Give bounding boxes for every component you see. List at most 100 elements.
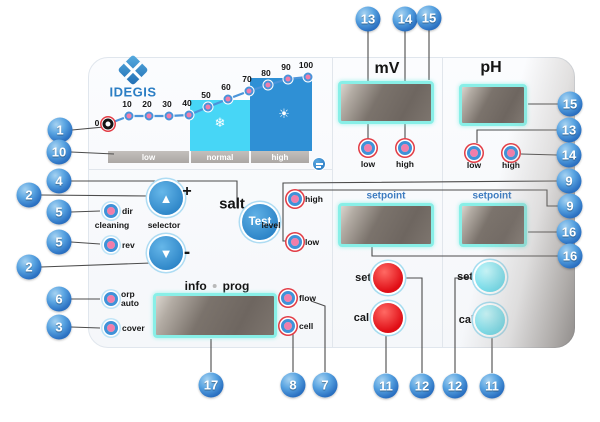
scale-tick-70: 70 bbox=[242, 74, 252, 84]
callout-1: 1 bbox=[47, 117, 73, 143]
info-display bbox=[153, 293, 277, 338]
callout-8: 8 bbox=[280, 372, 306, 398]
callout-10: 10 bbox=[46, 139, 72, 165]
scale-tick-90: 90 bbox=[281, 62, 291, 72]
arrow-up-icon: ▲ bbox=[159, 190, 173, 206]
idegis-logo-text: IDEGIS bbox=[109, 84, 157, 100]
scale-tick-10: 10 bbox=[122, 99, 132, 109]
selector-label: selector bbox=[147, 220, 181, 230]
mv-title: mV bbox=[374, 60, 400, 77]
callout-7: 7 bbox=[312, 372, 338, 398]
snowflake-icon: ❄ bbox=[214, 115, 226, 130]
ph-low-label: low bbox=[466, 160, 482, 170]
callout-5: 5 bbox=[46, 199, 72, 225]
mv-set-button[interactable] bbox=[373, 263, 403, 293]
arrow-down-icon: ▼ bbox=[159, 245, 173, 261]
mv-set-label: set bbox=[355, 272, 371, 284]
callout-9: 9 bbox=[556, 168, 582, 194]
scale-tick-20: 20 bbox=[142, 99, 152, 109]
scale-dot-80 bbox=[263, 80, 273, 90]
scale-dot-100 bbox=[303, 72, 313, 82]
scale-tick-80: 80 bbox=[261, 68, 271, 78]
callout-14: 14 bbox=[392, 6, 418, 32]
scale-bar-low-label: low bbox=[141, 152, 156, 162]
chart-divider bbox=[89, 169, 332, 170]
callout-16: 16 bbox=[557, 243, 583, 269]
level-low-label: low bbox=[305, 237, 320, 247]
section-divider bbox=[442, 58, 443, 347]
salt-level-low-led bbox=[288, 235, 302, 249]
dir-label: dir bbox=[122, 206, 133, 216]
auto-label: auto bbox=[121, 298, 139, 308]
scale-bar-low: low bbox=[108, 151, 189, 163]
salt-level-high-led bbox=[288, 192, 302, 206]
scale-bar-normal: normal bbox=[191, 151, 249, 163]
cleaning-label: cleaning bbox=[94, 220, 130, 230]
callout-16: 16 bbox=[556, 219, 582, 245]
salt-test-button-label: Test bbox=[248, 216, 272, 228]
callout-6: 6 bbox=[46, 286, 72, 312]
scale-tick-40: 40 bbox=[182, 98, 192, 108]
scale-dot-10 bbox=[124, 111, 134, 121]
info-prog-label: info prog bbox=[185, 279, 250, 293]
callout-3: 3 bbox=[46, 314, 72, 340]
scale-dot-20 bbox=[144, 111, 154, 121]
scale-dot-0 bbox=[102, 118, 114, 130]
scale-bar-high: high bbox=[251, 151, 309, 163]
ph-cal-button[interactable] bbox=[475, 305, 505, 335]
mv-setpoint-display bbox=[338, 203, 434, 247]
mv-display bbox=[338, 81, 434, 124]
ph-set-label: set bbox=[457, 271, 473, 283]
scale-tick-50: 50 bbox=[201, 90, 211, 100]
scale-nav-icon[interactable] bbox=[312, 157, 326, 171]
scale-dot-90 bbox=[283, 74, 293, 84]
mv-high-led bbox=[398, 141, 412, 155]
ph-setpoint-label: setpoint bbox=[472, 190, 512, 202]
rev-label: rev bbox=[122, 240, 135, 250]
callout-13: 13 bbox=[355, 6, 381, 32]
scale-tick-60: 60 bbox=[221, 82, 231, 92]
selector-up-button[interactable]: ▲ bbox=[149, 181, 183, 215]
mv-setpoint-label: setpoint bbox=[366, 190, 406, 202]
orp-label: orp bbox=[121, 289, 135, 299]
orp-auto-label: orp auto bbox=[121, 290, 139, 308]
callout-14: 14 bbox=[556, 142, 582, 168]
scale-tick-100: 100 bbox=[298, 60, 314, 70]
callout-15: 15 bbox=[557, 91, 583, 117]
scale-tick-0: 0 bbox=[94, 118, 100, 128]
cell-label: cell bbox=[299, 321, 314, 331]
mv-cal-button[interactable] bbox=[373, 303, 403, 333]
scale-tick-30: 30 bbox=[162, 99, 172, 109]
callout-17: 17 bbox=[198, 372, 224, 398]
prog-label: prog bbox=[222, 279, 250, 293]
ph-setpoint-display bbox=[459, 203, 527, 247]
callout-9: 9 bbox=[557, 193, 583, 219]
level-high-label: high bbox=[305, 194, 323, 204]
salt-test-button[interactable]: Test bbox=[242, 204, 278, 240]
salt-label: salt bbox=[219, 195, 245, 213]
orp-auto-led bbox=[104, 292, 118, 306]
selector-down-button[interactable]: ▼ bbox=[149, 236, 183, 270]
ph-high-label: high bbox=[502, 160, 520, 170]
ph-low-led bbox=[467, 146, 481, 160]
level-label: level bbox=[261, 220, 281, 230]
plus-label: + bbox=[182, 183, 192, 200]
ph-display bbox=[459, 84, 527, 126]
scale-bar-high-label: high bbox=[271, 152, 289, 162]
ph-title: pH bbox=[480, 59, 502, 76]
sun-icon: ☀ bbox=[278, 106, 290, 121]
cover-led bbox=[104, 321, 118, 335]
scale-dot-40 bbox=[184, 110, 194, 120]
mv-low-label: low bbox=[360, 159, 376, 169]
info-label: info bbox=[184, 279, 207, 293]
scale-dot-50 bbox=[203, 102, 213, 112]
callout-2: 2 bbox=[16, 254, 42, 280]
mv-cal-label: cal bbox=[353, 312, 369, 324]
ph-set-button[interactable] bbox=[475, 262, 505, 292]
minus-label: - bbox=[183, 242, 191, 263]
flow-led bbox=[281, 291, 295, 305]
callout-4: 4 bbox=[46, 168, 72, 194]
cover-label: cover bbox=[122, 323, 145, 333]
callout-11: 11 bbox=[373, 373, 399, 399]
